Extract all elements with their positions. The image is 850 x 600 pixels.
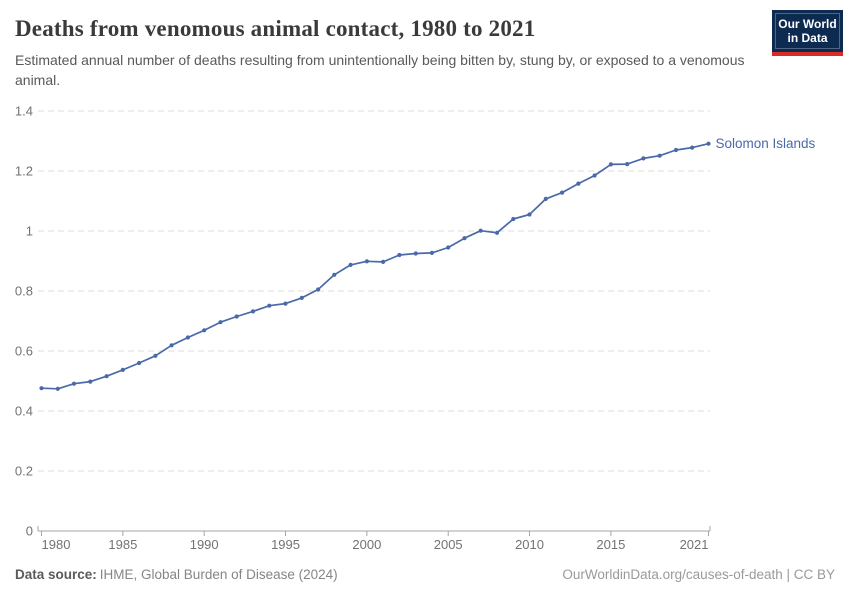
x-tick-label: 2005 [434,537,463,552]
data-point[interactable] [185,335,190,340]
data-point[interactable] [55,386,60,391]
data-point[interactable] [527,212,532,217]
x-tick-label: 2015 [596,537,625,552]
owid-logo-text: Our World in Data [772,17,843,45]
data-point[interactable] [673,147,679,153]
y-tick-label: 0.2 [15,464,33,479]
y-tick-label: 0.4 [15,404,33,419]
data-point[interactable] [397,252,402,258]
data-point[interactable] [511,216,516,222]
chart-subtitle: Estimated annual number of deaths result… [15,52,745,88]
data-point[interactable] [299,295,304,300]
data-point[interactable] [250,309,256,314]
data-source-value: IHME, Global Burden of Disease (2024) [99,567,338,582]
series-end-label: Solomon Islands [716,136,816,151]
owid-logo-keyline [775,13,840,49]
series-line [40,142,710,390]
data-point[interactable] [364,259,369,264]
data-point[interactable] [429,250,434,255]
y-tick-label: 0.6 [15,344,33,359]
data-source: Data source: IHME, Global Burden of Disea… [15,565,338,585]
data-point[interactable] [543,196,548,201]
data-point[interactable] [316,287,321,292]
data-point[interactable] [576,181,581,186]
chart-footer: Data source: IHME, Global Burden of Disea… [15,565,835,585]
data-point[interactable] [332,272,337,277]
chart-title: Deaths from venomous animal contact, 198… [15,16,536,41]
data-point[interactable] [478,228,483,233]
data-point[interactable] [202,328,207,333]
owid-logo-line1: Our World [778,17,837,31]
x-tick-label: 1995 [271,537,300,552]
x-tick-label: 1985 [108,537,137,552]
x-tick-label: 2021 [680,537,709,552]
line-chart: 0 0.2 0.4 0.6 0.8 1 1.2 1.4 1980 1985 1990 1995 2000… [15,104,816,553]
y-tick-label: 0.8 [15,284,33,299]
data-point[interactable] [153,353,158,358]
data-point[interactable] [39,386,44,391]
x-tick-label: 2010 [515,537,544,552]
y-tick-label: 1.4 [15,104,33,119]
data-point[interactable] [690,145,695,150]
data-point[interactable] [608,162,614,167]
data-point[interactable] [413,251,418,256]
data-point[interactable] [88,379,93,384]
data-point[interactable] [657,153,662,158]
data-point[interactable] [462,236,467,241]
data-point[interactable] [494,230,500,235]
data-point[interactable] [446,245,451,250]
data-point[interactable] [169,343,174,348]
data-point[interactable] [560,190,565,195]
data-point[interactable] [71,381,77,386]
data-point[interactable] [137,360,142,366]
data-point[interactable] [625,162,630,167]
data-point[interactable] [234,314,239,319]
data-point[interactable] [348,262,353,267]
data-point[interactable] [641,156,646,161]
data-source-label: Data source: [15,567,97,582]
data-point[interactable] [283,301,288,306]
data-point[interactable] [104,374,109,379]
x-tick-label: 2000 [352,537,381,552]
data-point[interactable] [381,259,386,264]
attribution-link[interactable]: OurWorldinData.org/causes-of-death | CC … [562,567,835,582]
data-point[interactable] [592,173,597,178]
owid-logo-stripe [772,52,843,56]
data-point[interactable] [706,141,711,146]
owid-logo-line2: in Data [787,31,828,45]
owid-logo[interactable]: Our World in Data [772,10,843,56]
x-tick-label: 1980 [42,537,71,552]
y-tick-label: 0 [26,524,33,539]
x-tick-label: 1990 [190,537,219,552]
data-point[interactable] [120,367,125,372]
y-tick-label: 1 [26,224,33,239]
y-tick-label: 1.2 [15,164,33,179]
data-point[interactable] [267,303,272,308]
data-point[interactable] [218,320,223,325]
